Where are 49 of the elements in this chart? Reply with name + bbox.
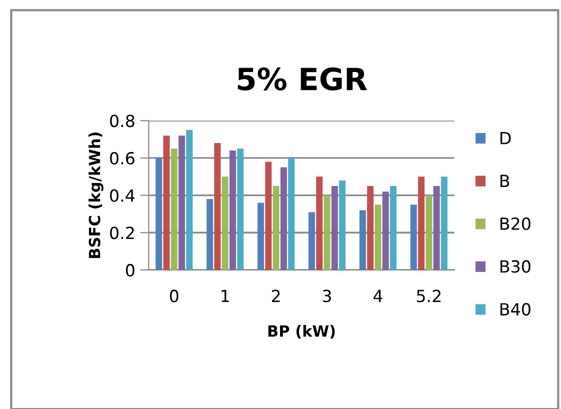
chart-title: 5% EGR xyxy=(238,67,367,91)
legend-label: B20 xyxy=(500,217,530,230)
legend-label: B40 xyxy=(500,302,530,316)
legend-label: B30 xyxy=(500,260,530,273)
y-tick-label: 0.2 xyxy=(110,226,134,240)
bar xyxy=(206,199,214,270)
bar xyxy=(426,195,432,270)
bar xyxy=(170,148,178,270)
bar xyxy=(308,212,315,270)
bar xyxy=(280,167,287,270)
bar xyxy=(433,186,440,270)
y-axis-title: BSFC (kg/kWh) xyxy=(88,132,104,258)
bar xyxy=(265,162,272,270)
bar xyxy=(316,176,323,270)
bar xyxy=(382,192,389,270)
bar xyxy=(324,195,330,270)
bar xyxy=(331,186,338,270)
bar xyxy=(229,150,236,270)
bar xyxy=(178,136,186,270)
y-tick-label: 0.4 xyxy=(110,189,135,202)
x-tick-label: 5.2 xyxy=(416,290,441,302)
x-tick-label: 1 xyxy=(222,290,229,302)
bar xyxy=(237,148,244,270)
bar xyxy=(374,204,382,270)
bar xyxy=(410,204,417,270)
y-tick-label: 0 xyxy=(126,264,134,277)
bar xyxy=(390,186,397,270)
bar xyxy=(359,210,366,270)
bar xyxy=(339,180,346,270)
legend-label: B xyxy=(500,174,510,187)
x-tick-label: 4 xyxy=(373,290,382,302)
bar xyxy=(214,143,221,270)
x-axis-title: BP (kW) xyxy=(268,324,335,339)
bar xyxy=(367,186,374,270)
x-tick-label: 2 xyxy=(272,290,280,302)
bar xyxy=(440,176,448,270)
y-tick-label: 0.6 xyxy=(110,152,134,165)
bar xyxy=(258,202,264,270)
legend-label: D xyxy=(500,132,511,144)
x-tick-label: 0 xyxy=(170,290,178,302)
bar xyxy=(272,186,280,270)
y-tick-label: 0.8 xyxy=(110,114,134,128)
bar xyxy=(288,158,295,270)
bar xyxy=(418,176,425,270)
bar xyxy=(186,130,193,270)
x-tick-label: 3 xyxy=(322,290,331,302)
bar xyxy=(163,136,170,270)
bar xyxy=(156,158,162,270)
bar xyxy=(222,176,228,270)
